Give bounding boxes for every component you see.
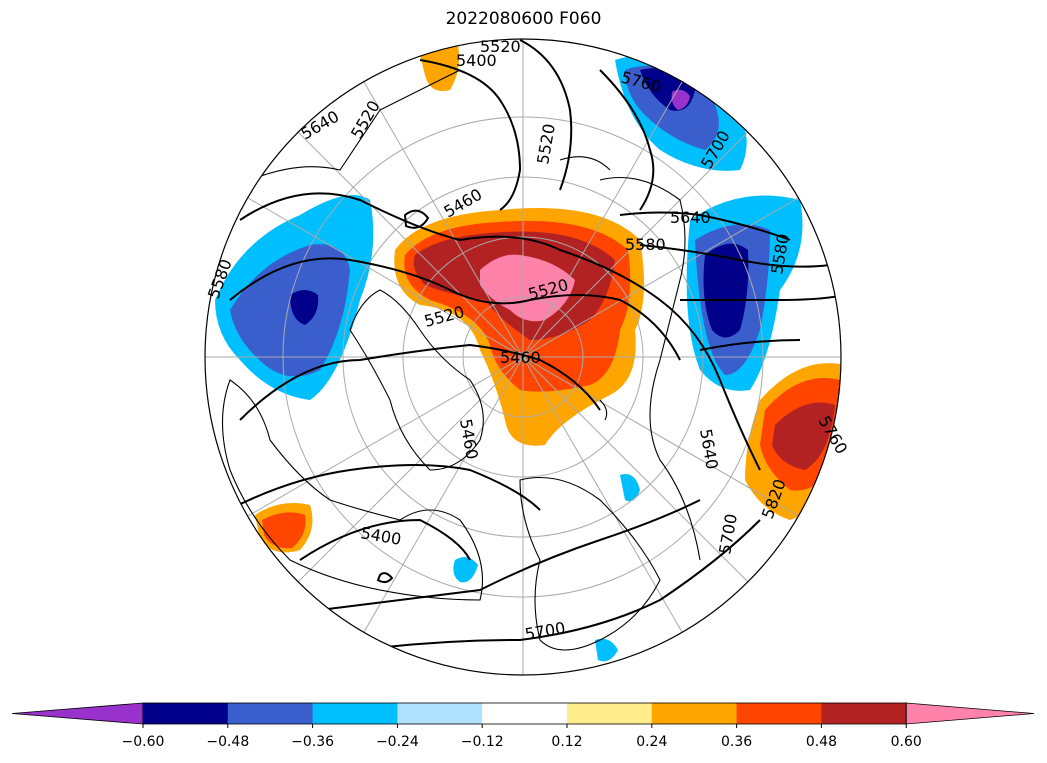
colorbar-outline [142, 702, 907, 725]
colorbar-tick-label: 0.24 [636, 734, 667, 750]
colorbar-box [821, 703, 907, 724]
colorbar-tick-label: −0.36 [291, 734, 334, 750]
colorbar-box [143, 703, 229, 724]
colorbar-tick-label: 0.60 [891, 734, 922, 750]
warm-anomaly-sw-2 [262, 512, 306, 549]
cold-anomaly-small-2 [620, 474, 640, 502]
colorbar-box [227, 703, 314, 724]
colorbar-tick-label: −0.24 [376, 734, 419, 750]
map-title: 2022080600 F060 [445, 9, 602, 29]
cold-anomaly-small-3 [595, 638, 618, 662]
warm-anomaly-arctic-4 [480, 254, 575, 322]
cold-anomaly-east-3 [703, 243, 749, 338]
colorbar-tick-label: 0.12 [551, 734, 582, 750]
colorbar-tick-label: −0.48 [206, 734, 249, 750]
height-contours [209, 39, 841, 651]
map-boundary [204, 38, 842, 676]
warm-anomaly-north [420, 43, 459, 91]
colorbar-box [312, 703, 398, 724]
polar-map: 5520 5400 5640 5520 5760 5700 5520 5460 … [204, 37, 851, 676]
cold-anomaly-small-1 [453, 556, 478, 583]
colorbar-ticks: −0.60 −0.48 −0.36 −0.24 −0.12 0.12 0.24 0.36 0.4… [122, 724, 922, 750]
warm-anomaly-east-3 [772, 402, 835, 470]
contour-label: 5400 [456, 51, 497, 70]
contour-label: 5580 [625, 235, 666, 254]
cold-anomaly-west-3 [290, 290, 319, 325]
colorbar-tick-label: 0.48 [806, 734, 837, 750]
colorbar-box [397, 703, 483, 724]
colorbar-box [651, 703, 738, 724]
colorbar-tick-label: −0.12 [461, 734, 504, 750]
colorbar-tick-label: 0.36 [721, 734, 752, 750]
contour-label: 5520 [480, 37, 521, 56]
cold-anomaly-west-2 [230, 244, 350, 377]
shading-layer [215, 43, 841, 662]
colorbar-box [482, 703, 568, 724]
colorbar-extend-low [11, 702, 144, 725]
contour-label: 5460 [500, 348, 541, 367]
colorbar-tick-label: −0.60 [122, 734, 165, 750]
cold-anomaly-northeast-4 [671, 89, 690, 110]
colorbar-box [736, 703, 822, 724]
colorbar-box [567, 703, 653, 724]
contour-label: 5640 [670, 208, 711, 227]
colorbar-extend-high [905, 702, 1035, 725]
colorbar-boxes [11, 702, 1035, 725]
